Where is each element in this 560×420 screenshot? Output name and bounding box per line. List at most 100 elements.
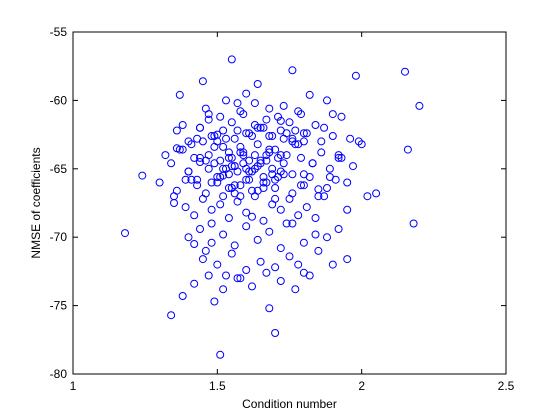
data-point	[216, 350, 225, 359]
data-point	[317, 148, 326, 157]
data-point	[279, 170, 288, 179]
data-point	[343, 205, 352, 214]
data-point	[253, 80, 262, 88]
y-axis-label: NMSE of coefficients	[29, 147, 43, 258]
data-point	[325, 164, 334, 173]
data-point	[346, 134, 355, 143]
data-point	[276, 167, 285, 176]
data-point	[198, 137, 207, 146]
data-point	[305, 271, 314, 280]
data-point	[227, 249, 236, 258]
data-point	[190, 153, 199, 162]
data-point	[337, 153, 346, 162]
data-point	[198, 77, 207, 86]
data-point	[276, 151, 285, 160]
data-point	[320, 192, 329, 201]
data-point	[297, 153, 305, 162]
data-point	[337, 112, 346, 121]
data-point	[297, 110, 305, 119]
data-point	[210, 132, 219, 140]
data-point	[253, 140, 262, 149]
data-point	[268, 170, 277, 179]
data-point	[172, 186, 181, 195]
data-point	[248, 212, 256, 221]
data-point	[308, 159, 317, 168]
data-point	[207, 178, 216, 187]
data-point	[409, 219, 418, 228]
data-point	[328, 132, 337, 140]
plot-frame	[72, 31, 507, 375]
data-point	[294, 107, 303, 116]
data-point	[250, 99, 259, 108]
data-point	[233, 274, 242, 283]
data-point	[175, 90, 184, 99]
data-point	[279, 134, 288, 143]
data-point	[323, 184, 331, 192]
data-point	[201, 189, 210, 198]
y-tick-label: -75	[50, 299, 68, 313]
data-point	[334, 225, 343, 233]
data-point	[274, 112, 282, 121]
data-point	[268, 132, 277, 140]
data-point	[311, 230, 320, 239]
data-point	[178, 121, 187, 129]
data-point	[224, 214, 233, 222]
data-point	[201, 104, 210, 113]
x-tick-label: 2.5	[498, 379, 515, 393]
data-point	[256, 123, 265, 132]
data-point	[328, 260, 337, 269]
data-point	[245, 175, 254, 184]
data-point	[227, 153, 236, 162]
data-point	[227, 184, 236, 192]
data-point	[363, 192, 372, 201]
data-point	[276, 116, 285, 125]
data-point	[343, 255, 352, 264]
data-point	[285, 252, 294, 261]
data-point	[210, 142, 219, 151]
data-point	[351, 71, 360, 80]
data-point	[288, 170, 297, 179]
data-point	[265, 227, 274, 236]
data-point	[262, 115, 271, 124]
data-point	[233, 126, 242, 135]
y-tick-label: -65	[50, 162, 68, 176]
data-point	[323, 96, 331, 105]
data-point	[248, 167, 256, 176]
data-point	[236, 274, 245, 283]
data-point	[250, 151, 259, 160]
y-tick-label: -60	[50, 93, 68, 107]
x-tick-label: 1	[70, 379, 77, 393]
x-tick-label: 2	[358, 379, 365, 393]
x-tick-label: 1.5	[209, 379, 226, 393]
data-point	[196, 225, 204, 233]
data-point	[198, 255, 207, 264]
data-point	[172, 126, 181, 135]
data-points	[121, 55, 424, 359]
data-point	[193, 175, 202, 184]
data-point	[311, 121, 320, 129]
data-point	[276, 277, 285, 285]
data-point	[219, 192, 228, 201]
data-point	[253, 186, 262, 195]
data-point	[302, 203, 311, 212]
data-point	[219, 164, 228, 173]
data-point	[245, 167, 254, 176]
data-point	[242, 208, 251, 217]
data-point	[239, 151, 248, 160]
data-point	[305, 173, 314, 181]
data-point	[311, 214, 320, 222]
data-point	[299, 238, 308, 247]
data-point	[230, 162, 239, 171]
data-point	[184, 233, 193, 242]
data-point	[372, 189, 381, 198]
data-point	[349, 162, 357, 171]
data-point	[288, 134, 297, 143]
data-point	[328, 110, 337, 119]
data-point	[331, 175, 340, 184]
data-point	[291, 126, 300, 135]
data-point	[222, 96, 230, 105]
data-point	[216, 200, 225, 209]
data-point	[204, 271, 213, 280]
